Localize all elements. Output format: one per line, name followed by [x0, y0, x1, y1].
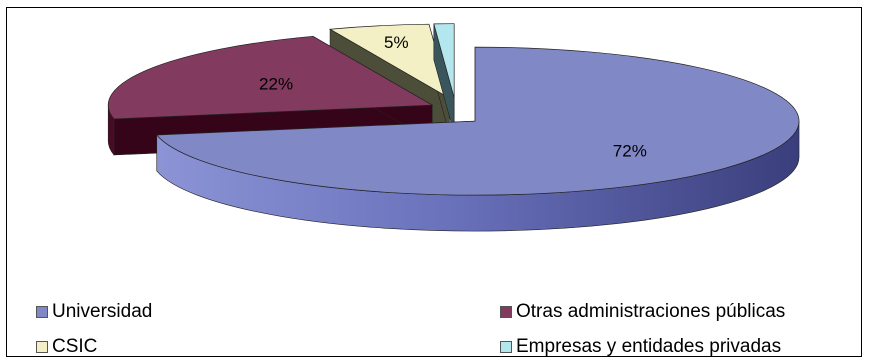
- legend-swatch: [500, 306, 512, 318]
- legend-item-universidad: Universidad: [36, 301, 152, 323]
- legend-item-otras-administraciones-publicas: Otras administraciones públicas: [500, 301, 785, 323]
- legend-swatch: [500, 341, 512, 353]
- legend-item-empresas-y-entidades-privadas: Empresas y entidades privadas: [500, 336, 781, 358]
- data-label-otras-administraciones-publicas: 22%: [259, 75, 293, 94]
- legend-label: CSIC: [52, 336, 98, 357]
- legend-item-csic: CSIC: [36, 336, 97, 358]
- data-label-universidad: 72%: [613, 141, 647, 160]
- slice-top-csic: [328, 23, 450, 99]
- data-label-csic: 5%: [384, 33, 409, 52]
- slice-universidad: [156, 46, 800, 232]
- legend-swatch: [36, 306, 48, 318]
- slice-top-universidad: [156, 46, 800, 196]
- slice-top-empresas-y-entidades-privadas: [433, 23, 455, 98]
- legend-label: Empresas y entidades privadas: [516, 336, 782, 357]
- legend-label: Otras administraciones públicas: [516, 301, 786, 322]
- slice-top-otras-administraciones-publicas: [107, 35, 434, 120]
- legend-label: Universidad: [52, 301, 153, 322]
- legend-swatch: [36, 341, 48, 353]
